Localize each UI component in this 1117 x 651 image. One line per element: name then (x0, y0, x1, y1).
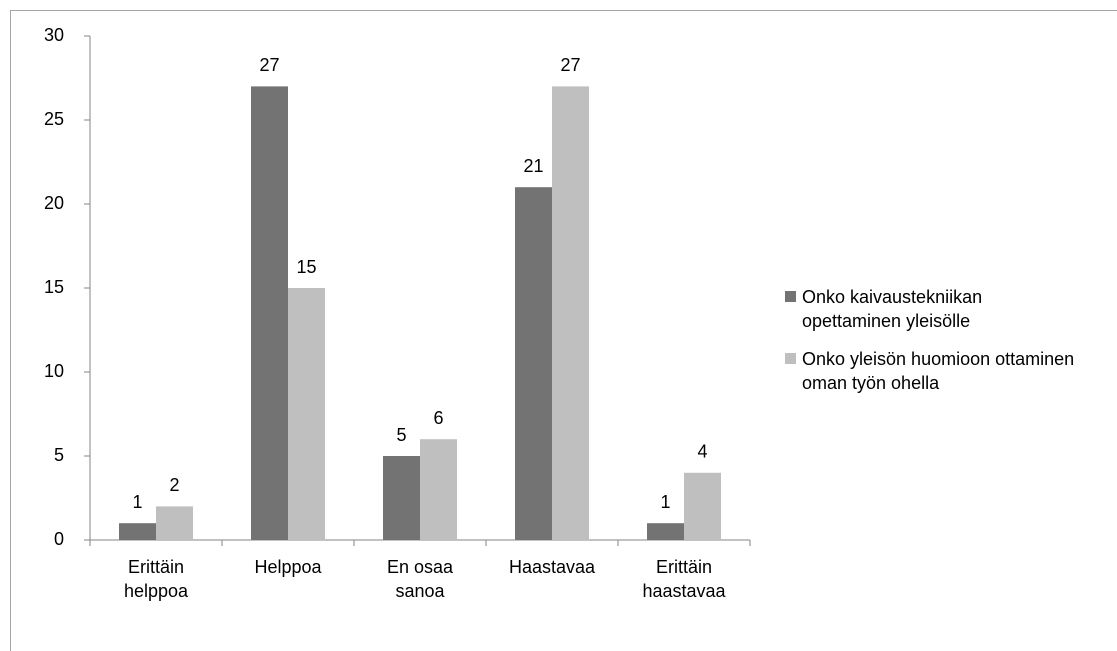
data-label: 21 (523, 156, 543, 176)
y-tick-label: 0 (54, 529, 64, 549)
chart-frame (10, 10, 1117, 651)
bar (383, 456, 420, 540)
data-label: 27 (259, 55, 279, 75)
data-label: 5 (396, 425, 406, 445)
legend-marker (785, 353, 796, 364)
data-label: 27 (560, 55, 580, 75)
data-label: 4 (697, 442, 707, 462)
bar (647, 523, 684, 540)
y-tick-label: 20 (44, 193, 64, 213)
x-tick-label: Haastavaa (508, 557, 596, 577)
x-tick-label: Erittäin helppoa (123, 557, 189, 601)
bar (251, 86, 288, 541)
y-tick-label: 25 (44, 109, 64, 129)
bar (156, 506, 193, 540)
x-tick-label: En osaa sanoa (386, 557, 454, 601)
bar (119, 523, 156, 540)
legend-marker (785, 291, 796, 302)
bar (288, 288, 325, 540)
data-label: 15 (296, 257, 316, 277)
y-tick-label: 15 (44, 277, 64, 297)
data-label: 1 (132, 492, 142, 512)
y-tick-label: 10 (44, 361, 64, 381)
y-tick-label: 30 (44, 25, 64, 45)
data-label: 6 (433, 408, 443, 428)
x-tick-label: Helppoa (254, 557, 322, 577)
x-tick-label: Erittäin haastavaa (642, 557, 726, 601)
bar (684, 472, 721, 540)
data-label: 2 (169, 475, 179, 495)
y-tick-label: 5 (54, 445, 64, 465)
bar (515, 187, 552, 540)
legend-label: Onko yleisön huomioon ottaminen oman työ… (802, 349, 1075, 393)
bar (420, 439, 457, 540)
bar (552, 86, 589, 541)
legend-label: Onko kaivaustekniikan opettaminen yleisö… (802, 287, 983, 331)
data-label: 1 (660, 492, 670, 512)
